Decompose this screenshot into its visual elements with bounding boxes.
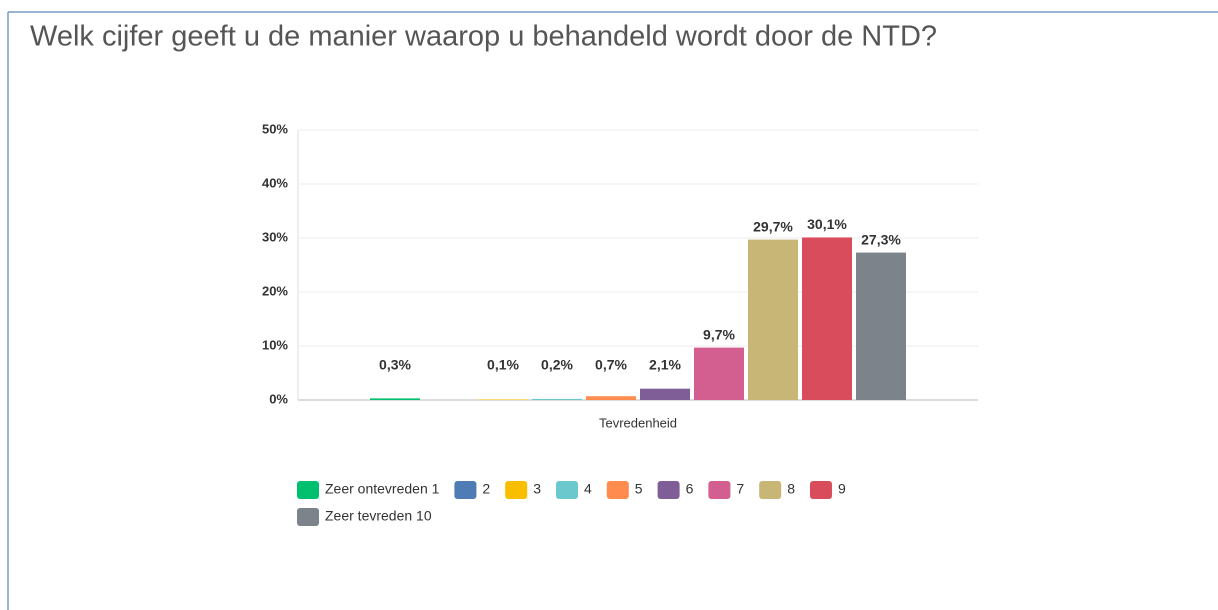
value-label: 0,7% [595,357,627,373]
legend-label: 9 [838,481,846,497]
bar [802,237,852,400]
legend-label: Zeer ontevreden 1 [325,481,440,497]
legend-swatch [297,481,319,499]
y-tick-label: 0% [269,391,288,406]
legend-swatch [759,481,782,499]
value-label: 0,3% [379,357,411,373]
bar [532,398,582,400]
legend-swatch [809,481,832,499]
value-label: 0,1% [487,357,519,373]
value-label: 30,1% [807,216,847,232]
legend-label: 8 [787,481,795,497]
legend-label: Zeer tevreden 10 [325,508,432,524]
value-label: 2,1% [649,357,681,373]
legend-swatch [657,481,680,499]
value-label: 29,7% [753,218,793,234]
value-label: 9,7% [703,326,735,342]
y-tick-label: 40% [262,175,288,190]
legend-label: 4 [584,481,592,497]
legend-swatch [556,481,578,499]
legend-label: 7 [736,481,744,497]
x-tick-label: Tevredenheid [599,415,677,430]
chart-title: Welk cijfer geeft u de manier waarop u b… [30,21,937,53]
legend-swatch [297,508,319,526]
legend-swatch [606,481,629,499]
legend-swatch [505,481,528,499]
bar [370,398,420,400]
y-tick-label: 30% [262,229,288,244]
legend-label: 2 [482,481,490,497]
y-tick-label: 50% [262,121,288,136]
bar [640,388,690,400]
legend-label: 3 [533,481,541,497]
legend-label: 5 [635,481,643,497]
value-label: 27,3% [861,231,901,247]
legend-label: 6 [686,481,694,497]
bar [478,399,528,400]
y-tick-label: 10% [262,337,288,352]
legend-swatch [708,481,731,499]
bar [694,347,744,400]
bar [748,239,798,400]
bar [586,396,636,400]
value-label: 0,2% [541,357,573,373]
bar [856,252,906,400]
legend-swatch [454,481,477,499]
y-tick-label: 20% [262,283,288,298]
